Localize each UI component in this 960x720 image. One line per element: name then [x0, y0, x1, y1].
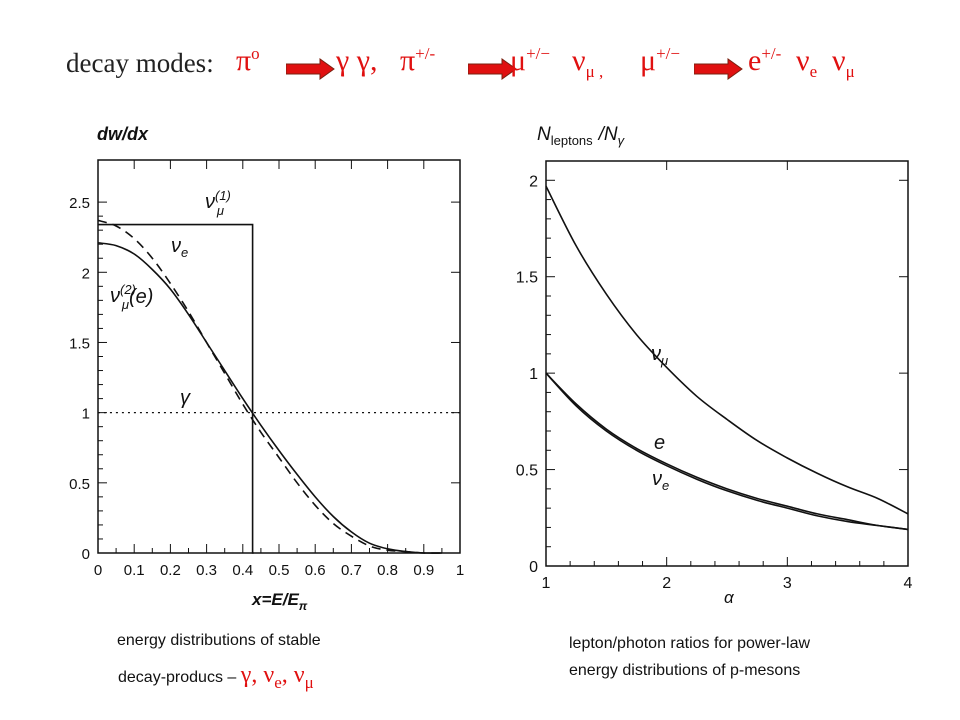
x-tick-label: 1	[542, 575, 551, 592]
pi0-symbol: πo	[236, 44, 260, 77]
x-tick-label: 0	[94, 562, 102, 579]
pi-pm-symbol: π+/-	[400, 44, 436, 77]
y-tick-label: 0.5	[69, 476, 90, 493]
lepton-photon-ratio-chart: 1 2 3 4 0 0.5 1 1.5 2 νμ e νe Nleptons/Nγ α	[516, 124, 913, 607]
x-tick-label: 0.1	[124, 562, 145, 579]
x-tick-label: 0.7	[341, 562, 362, 579]
y-tick-label: 2.5	[69, 195, 90, 212]
series-label-1: e	[654, 432, 665, 454]
series-line-0	[98, 223, 254, 554]
left-caption-line2: decay-producs – γ, νe, νμ	[118, 662, 314, 692]
y-tick-label: 0.5	[516, 463, 538, 480]
x-tick-label: 0.2	[160, 562, 181, 579]
x-tick-label: 0.9	[413, 562, 434, 579]
right-caption-line1: lepton/photon ratios for power-law	[569, 635, 811, 652]
mu-pm-symbol: μ+/−	[510, 44, 550, 77]
gamma-gamma: γ γ,	[336, 44, 378, 77]
x-axis-title: x=E/Eπ	[251, 590, 308, 613]
series-line-1	[97, 219, 442, 554]
series-line-1	[545, 372, 909, 531]
y-tick-label: 0	[82, 546, 90, 563]
series-line-0	[545, 185, 909, 515]
mu-pm-symbol-2: μ+/−	[640, 44, 680, 77]
series-label-2: νe	[652, 468, 669, 493]
arrow-icon	[694, 58, 743, 80]
right-caption-line2: energy distributions of p-mesons	[569, 662, 801, 679]
energy-distribution-chart: 0 0.1 0.2 0.3 0.4 0.5 0.6 0.7 0.8 0.9 1 0 0.5 1 1.5 2 2.…	[69, 124, 464, 613]
x-tick-label: 2	[662, 575, 671, 592]
y-tick-label: 1	[529, 366, 538, 383]
arrow-icon	[286, 58, 335, 80]
x-tick-label: 0.6	[305, 562, 326, 579]
y-tick-label: 2	[529, 173, 538, 190]
decay-modes-label: decay modes:	[66, 48, 214, 78]
series-label-3: γ	[180, 387, 191, 409]
x-tick-label: 0.4	[232, 562, 253, 579]
x-tick-label: 0.3	[196, 562, 217, 579]
left-caption-particles: γ, νe, νμ	[240, 662, 314, 692]
plot-frame	[545, 160, 909, 567]
e-pm-symbol: e+/-	[748, 44, 782, 77]
y-tick-label: 1.5	[516, 270, 538, 287]
nu-mu-symbol: νμ ,	[572, 44, 604, 81]
x-tick-label: 3	[783, 575, 792, 592]
series-line-2	[97, 242, 442, 554]
arrow-icon	[468, 58, 517, 80]
decay-modes-header: decay modes: πo γ γ, π+/- μ+/− νμ , μ+/−…	[0, 0, 960, 110]
nu-mu-symbol-2: νμ	[832, 44, 855, 81]
series-line-2	[545, 372, 909, 531]
left-caption-line1: energy distributions of stable	[117, 632, 321, 649]
y-tick-label: 0	[529, 559, 538, 576]
y-tick-label: 1.5	[69, 335, 90, 352]
y-axis-title: Nleptons/Nγ	[537, 124, 626, 148]
series-label-2: ν(2) μ(e)	[110, 282, 153, 312]
series-label-0: νμ	[651, 343, 668, 368]
y-tick-label: 2	[82, 265, 90, 282]
series-label-1: νe	[171, 235, 188, 260]
x-tick-label: 0.5	[269, 562, 290, 579]
nu-e-symbol: νe	[796, 44, 818, 81]
plot-frame	[97, 159, 461, 554]
series-label-0: ν(1) μ	[205, 188, 231, 218]
y-axis-title: dw/dx	[97, 124, 149, 144]
x-axis-title: α	[724, 588, 735, 607]
x-tick-label: 4	[904, 575, 913, 592]
x-tick-label: 0.8	[377, 562, 398, 579]
x-tick-label: 1	[456, 562, 464, 579]
y-tick-label: 1	[82, 406, 90, 423]
